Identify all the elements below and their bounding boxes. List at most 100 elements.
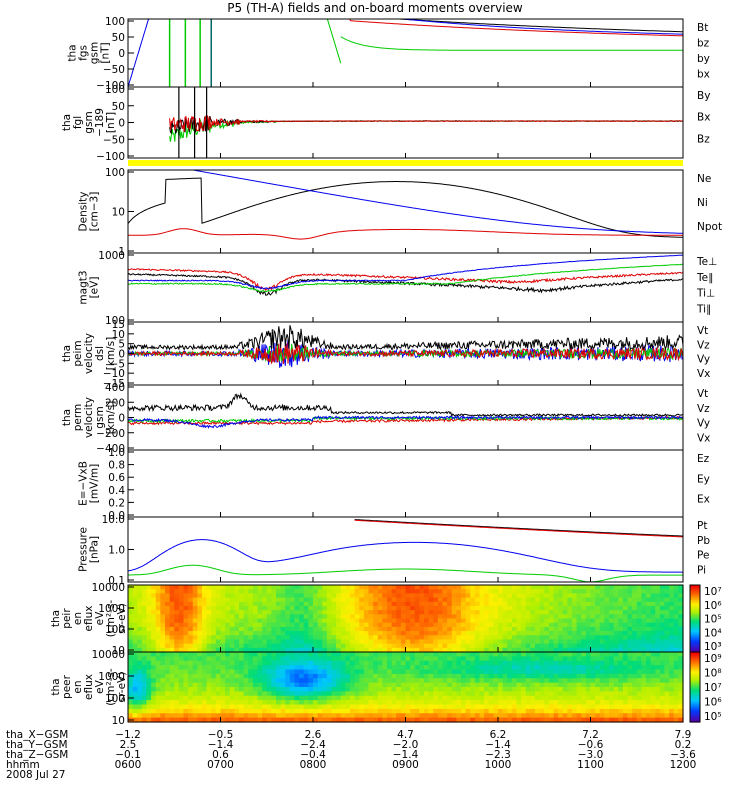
ytick-label: 10000: [92, 649, 125, 661]
spectrogram-cell: [604, 708, 610, 714]
spectrogram-cell: [641, 708, 647, 714]
spectrogram-cell: [562, 589, 568, 594]
spectrogram-cell: [336, 610, 342, 615]
spectrogram-cell: [613, 700, 619, 706]
spectrogram-cell: [146, 614, 152, 620]
spectrogram-cell: [174, 626, 180, 632]
spectrogram-cell: [632, 665, 638, 671]
spectrogram-cell: [313, 713, 319, 719]
spectrogram-cell: [567, 618, 573, 624]
spectrogram-cell: [336, 708, 342, 714]
spectrogram-cell: [655, 695, 661, 701]
spectrogram-cell: [424, 713, 430, 719]
spectrogram-cell: [155, 704, 161, 710]
spectrogram-cell: [488, 589, 494, 594]
spectrogram-cell: [377, 593, 383, 599]
y-axis-label: peir: [61, 608, 73, 629]
spectrogram-cell: [197, 585, 203, 590]
spectrogram-cell: [225, 605, 231, 611]
spectrogram-cell: [313, 717, 319, 723]
x-axis-value: 4.7: [397, 729, 414, 741]
spectrogram-cell: [581, 585, 587, 590]
spectrogram-cell: [373, 665, 379, 671]
spectrogram-cell: [636, 700, 642, 706]
spectrogram-cell: [132, 631, 138, 636]
spectrogram-cell: [525, 614, 531, 620]
spectrogram-cell: [215, 597, 222, 603]
spectrogram-cell: [655, 631, 661, 636]
spectrogram-cell: [539, 635, 545, 641]
spectrogram-cell: [396, 717, 402, 723]
spectrogram-cell: [488, 695, 494, 701]
panel-frame: [127, 86, 684, 159]
spectrogram-cell: [447, 682, 453, 688]
spectrogram-cell: [354, 682, 360, 688]
spectrogram-cell: [257, 601, 263, 607]
spectrogram-cell: [539, 695, 545, 701]
spectrogram-cell: [622, 708, 629, 714]
spectrogram-cell: [294, 717, 300, 723]
spectrogram-cell: [655, 665, 661, 671]
spectrogram-cell: [558, 691, 564, 697]
spectrogram-cell: [650, 656, 656, 662]
spectrogram-cell: [229, 652, 235, 657]
spectrogram-cell: [599, 656, 605, 662]
spectrogram-cell: [646, 717, 652, 723]
spectrogram-cell: [405, 717, 411, 723]
spectrogram-cell: [673, 585, 679, 590]
spectrogram-cell: [437, 605, 444, 611]
spectrogram-cell: [137, 618, 143, 624]
spectrogram-cell: [165, 695, 171, 701]
spectrogram-cell: [400, 656, 407, 662]
spectrogram-cell: [516, 614, 522, 620]
spectrogram-cell: [396, 669, 402, 675]
spectrogram-cell: [428, 673, 434, 679]
spectrogram-cell: [276, 631, 282, 636]
spectrogram-cell: [655, 656, 661, 662]
spectrogram-cell: [664, 631, 670, 636]
spectrogram-cell: [271, 665, 277, 671]
spectrogram-cell: [414, 652, 420, 657]
spectrogram-cell: [567, 678, 573, 684]
spectrogram-cell: [525, 656, 531, 662]
spectrogram-cell: [447, 665, 453, 671]
spectrogram-cell: [558, 717, 564, 723]
spectrogram-cell: [585, 713, 592, 719]
spectrogram-cell: [548, 660, 555, 666]
colorbar-cell: [690, 695, 700, 699]
spectrogram-cell: [442, 678, 448, 684]
spectrogram-cell: [178, 601, 185, 607]
spectrogram-cell: [595, 678, 601, 684]
spectrogram-cell: [345, 589, 351, 594]
spectrogram-cell: [197, 704, 203, 710]
spectrogram-cell: [641, 622, 647, 628]
spectrogram-cell: [502, 669, 508, 675]
spectrogram-cell: [299, 597, 305, 603]
spectrogram-cell: [396, 589, 402, 594]
spectrogram-cell: [553, 631, 559, 636]
spectrogram-cell: [567, 589, 573, 594]
spectrogram-cell: [465, 704, 471, 710]
spectrogram-cell: [465, 682, 471, 688]
spectrogram-cell: [618, 678, 624, 684]
spectrogram-cell: [548, 601, 555, 607]
spectrogram-cell: [456, 601, 462, 607]
spectrogram-cell: [428, 708, 434, 714]
spectrogram-cell: [243, 704, 249, 710]
colorbar-cell: [690, 600, 700, 603]
spectrogram-cell: [461, 585, 467, 590]
spectrogram-cell: [498, 673, 504, 679]
spectrogram-cell: [220, 597, 226, 603]
spectrogram-cell: [308, 656, 314, 662]
spectrogram-cell: [474, 643, 481, 649]
spectrogram-cell: [128, 622, 134, 628]
y-axis-label: en: [72, 680, 84, 693]
spectrogram-cell: [396, 626, 402, 632]
spectrogram-cell: [266, 678, 272, 684]
spectrogram-cell: [461, 682, 467, 688]
spectrogram-cell: [544, 669, 550, 675]
spectrogram-cell: [183, 597, 189, 603]
spectrogram-cell: [322, 669, 328, 675]
spectrogram-cell: [493, 622, 499, 628]
spectrogram-cell: [155, 639, 161, 645]
